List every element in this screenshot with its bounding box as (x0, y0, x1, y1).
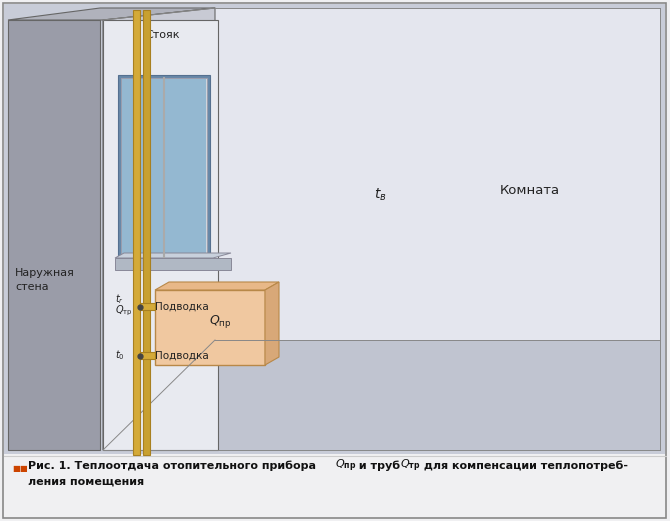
Bar (140, 352, 155, 359)
Text: $t_{\mathregular{в}}$: $t_{\mathregular{в}}$ (374, 187, 387, 203)
Bar (155, 290, 265, 365)
Bar (4, 4, 665, 454)
Text: Наружная
стена: Наружная стена (15, 268, 75, 292)
Text: $Q_{\mathregular{тр}}$: $Q_{\mathregular{тр}}$ (400, 458, 421, 474)
Text: и труб: и труб (355, 461, 404, 472)
Text: Рис. 1. Теплоотдача отопительного прибора: Рис. 1. Теплоотдача отопительного прибор… (28, 461, 324, 472)
Text: Подводка: Подводка (155, 351, 209, 361)
Text: Подводка: Подводка (155, 302, 209, 312)
Polygon shape (8, 8, 215, 20)
Text: $t_{0}$: $t_{0}$ (115, 348, 125, 362)
Polygon shape (103, 340, 660, 450)
Bar (133, 10, 140, 455)
Bar (118, 75, 210, 260)
Bar (143, 10, 150, 455)
Polygon shape (155, 282, 279, 290)
Text: $Q_{\mathregular{тр}}$: $Q_{\mathregular{тр}}$ (115, 304, 133, 318)
Bar (8, 20, 100, 450)
Polygon shape (115, 253, 231, 258)
Text: Стояк: Стояк (145, 30, 180, 40)
Bar (140, 303, 155, 310)
Text: ления помещения: ления помещения (28, 477, 144, 487)
Bar (103, 20, 218, 450)
Text: для компенсации теплопотреб-: для компенсации теплопотреб- (420, 461, 628, 472)
Bar (122, 79, 163, 256)
Polygon shape (103, 8, 215, 450)
Polygon shape (215, 8, 660, 340)
Bar (4, 455, 665, 517)
Text: ■■: ■■ (12, 464, 27, 473)
Text: $t_{r}$: $t_{r}$ (115, 292, 124, 306)
Text: $Q_{\mathregular{пр}}$: $Q_{\mathregular{пр}}$ (335, 458, 356, 474)
Polygon shape (265, 282, 279, 365)
Text: Комната: Комната (500, 183, 560, 196)
Text: $Q_{\mathregular{пр}}$: $Q_{\mathregular{пр}}$ (209, 314, 231, 330)
Bar (115, 258, 231, 270)
Bar (121, 78, 207, 257)
Bar (165, 79, 206, 256)
